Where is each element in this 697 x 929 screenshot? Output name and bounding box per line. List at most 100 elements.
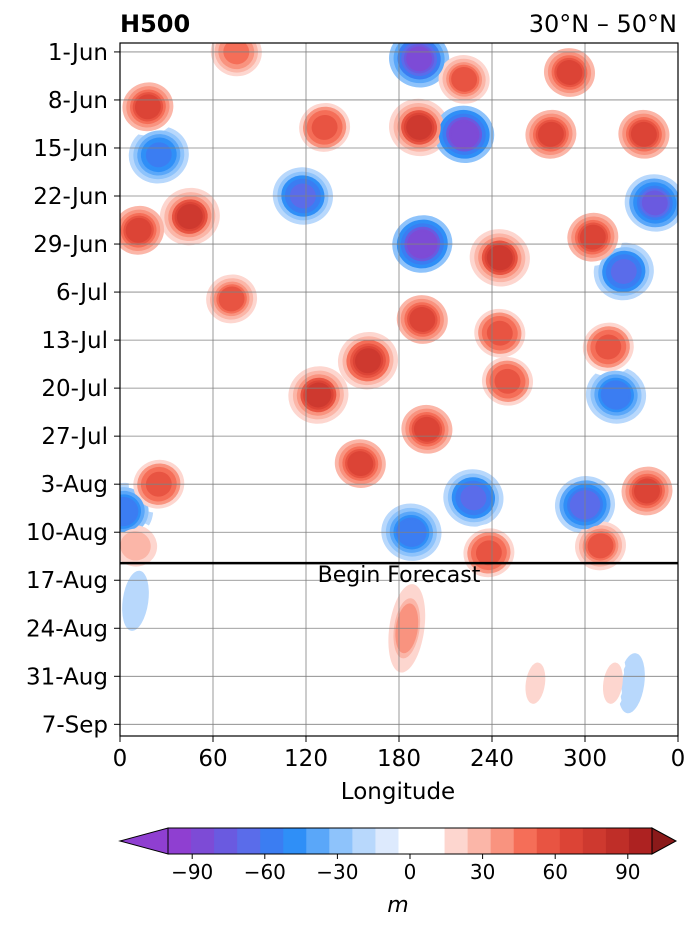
y-tick-label: 22-Jun <box>33 184 108 210</box>
anomaly-contour <box>125 217 152 243</box>
colorbar-swatch <box>628 828 653 854</box>
anomaly-contour <box>537 121 564 147</box>
x-tick-label: 60 <box>198 746 227 772</box>
y-tick-label: 8-Jun <box>48 88 108 114</box>
y-tick-label: 10-Aug <box>26 520 108 546</box>
y-tick-label: 3-Aug <box>41 472 108 498</box>
y-tick-label: 24-Aug <box>26 616 108 642</box>
colorbar-swatch <box>513 828 538 854</box>
y-tick-label: 29-Jun <box>33 232 108 258</box>
colorbar-swatch <box>214 828 238 854</box>
colorbar-tick-label: 0 <box>404 860 417 884</box>
anomaly-contour <box>305 382 332 408</box>
y-axis: 1-Jun 8-Jun 15-Jun 22-Jun 29-Jun 6-Jul 13-Jul 2… <box>26 40 120 738</box>
y-tick-label: 15-Jun <box>33 136 108 162</box>
anomaly-contour <box>122 533 149 559</box>
anomaly-contour <box>342 0 379 29</box>
colorbar-swatch <box>237 828 261 854</box>
colorbar-swatch <box>191 828 215 854</box>
colorbar-swatch <box>536 828 561 854</box>
anomaly-contour <box>406 46 433 72</box>
anomaly-field <box>120 0 678 736</box>
anomaly-contour <box>641 190 668 216</box>
colorbar-swatch <box>605 828 630 854</box>
anomaly-contour <box>324 0 396 46</box>
y-tick-label: 7-Sep <box>42 712 108 738</box>
colorbar-tick-label: −60 <box>244 860 286 884</box>
anomaly-contour <box>621 662 642 704</box>
colorbar-tick-label: 30 <box>470 860 495 884</box>
anomaly-contour <box>460 485 487 511</box>
anomaly-contour <box>486 320 513 346</box>
anomaly-contour <box>406 114 433 140</box>
anomaly-contour <box>579 224 606 250</box>
x-tick-label: 0 <box>671 746 686 772</box>
anomaly-contour <box>610 259 637 284</box>
y-tick-label: 20-Jul <box>41 376 108 402</box>
anomaly-contour <box>134 94 161 120</box>
x-tick-label: 0 <box>113 746 128 772</box>
x-tick-label: 120 <box>284 746 328 772</box>
anomaly-contour <box>486 245 513 271</box>
colorbar-swatch <box>444 828 469 854</box>
x-tick-label: 240 <box>470 746 514 772</box>
anomaly-contour <box>120 499 137 525</box>
colorbar-swatch <box>398 828 423 854</box>
colorbar: −90 −60 −30 0 30 60 90 m <box>118 827 678 918</box>
anomaly-contour <box>494 368 521 394</box>
anomaly-contour <box>475 540 502 566</box>
anomaly-contour <box>330 0 391 41</box>
anomaly-contour <box>164 600 185 643</box>
forecast-marker: Begin Forecast <box>120 561 678 588</box>
colorbar-unit-label: m <box>387 893 408 918</box>
y-tick-label: 27-Jul <box>41 424 108 450</box>
anomaly-contour <box>630 121 657 147</box>
anomaly-contour <box>125 580 146 622</box>
colorbar-tick-label: 90 <box>615 860 640 884</box>
y-tick-label: 13-Jul <box>41 328 108 354</box>
anomaly-contour <box>176 204 203 230</box>
colorbar-swatch <box>559 828 584 854</box>
colorbar-swatch <box>329 828 353 854</box>
colorbar-swatch <box>168 828 192 854</box>
anomaly-contour <box>603 382 629 408</box>
y-tick-label: 1-Jun <box>48 40 108 66</box>
anomaly-contour <box>145 142 172 168</box>
colorbar-tick-label: −90 <box>171 860 213 884</box>
anomaly-contour <box>218 286 245 312</box>
anomaly-contour <box>451 121 478 147</box>
colorbar-swatch <box>306 828 330 854</box>
y-tick-label: 17-Aug <box>26 568 108 594</box>
y-tick-label: 6-Jul <box>56 280 108 306</box>
anomaly-contour <box>634 478 660 504</box>
colorbar-extend-high <box>651 827 678 855</box>
colorbar-swatch <box>467 828 492 854</box>
colorbar-swatch <box>260 828 284 854</box>
colorbar-swatch <box>283 828 307 854</box>
anomaly-contour <box>292 600 313 643</box>
colorbar-swatch <box>582 828 607 854</box>
anomaly-contour <box>602 662 623 704</box>
x-axis: 0 60 120 180 240 300 0 <box>113 736 686 772</box>
anomaly-contour <box>587 533 614 559</box>
anomaly-contour <box>311 114 338 140</box>
colorbar-tick-label: −30 <box>316 860 358 884</box>
colorbar-extend-low <box>118 827 169 855</box>
anomaly-contour <box>525 662 546 704</box>
anomaly-contour <box>347 451 374 477</box>
x-axis-label: Longitude <box>341 779 455 805</box>
anomaly-contour <box>345 0 376 26</box>
anomaly-contour <box>556 60 583 85</box>
colorbar-swatch <box>375 828 399 854</box>
anomaly-contour <box>339 0 382 32</box>
y-tick-label: 31-Aug <box>26 664 108 690</box>
chart-title: H500 <box>120 10 190 38</box>
anomaly-contour <box>409 307 436 332</box>
colorbar-swatch <box>352 828 376 854</box>
colorbar-swatch <box>490 828 515 854</box>
colorbar-tick-label: 60 <box>542 860 567 884</box>
anomaly-contour <box>595 334 622 360</box>
x-tick-label: 300 <box>563 746 607 772</box>
anomaly-contour <box>451 66 478 92</box>
